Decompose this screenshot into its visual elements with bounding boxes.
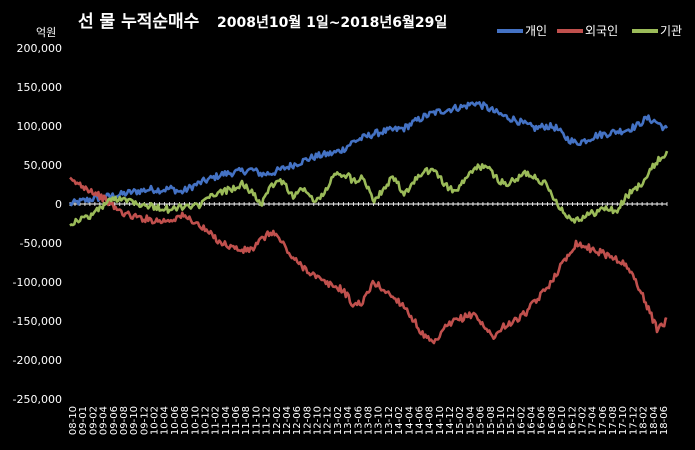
x-tick-label: 17-02 [577,406,588,435]
y-tick-label: 100,000 [17,120,63,133]
x-tick-label: 17-10 [618,406,629,435]
x-tick-label: 10-08 [180,406,191,435]
x-tick-label: 11-08 [241,406,252,435]
x-tick-label: 18-02 [639,406,650,435]
x-tick-label: 14-12 [445,406,456,435]
x-tick-label: 14-06 [414,406,425,435]
x-tick-label: 18-04 [649,406,660,435]
x-tick-label: 13-02 [333,406,344,435]
x-tick-label: 09-04 [99,406,110,435]
x-tick-label: 10-12 [200,406,211,435]
x-tick-label: 14-10 [435,406,446,435]
y-axis-label: 억원 [36,26,56,39]
x-tick-label: 16-12 [567,406,578,435]
x-tick-label: 09-02 [88,406,99,435]
x-tick-label: 13-12 [384,406,395,435]
x-tick-label: 16-04 [527,406,538,435]
x-tick-label: 14-04 [404,406,415,435]
x-tick-label: 10-06 [170,406,181,435]
x-tick-label: 09-10 [129,406,140,435]
chart-subtitle: 2008년10월 1일~2018년6월29일 [217,14,447,31]
x-tick-label: 16-06 [537,406,548,435]
x-tick-label: 17-06 [598,406,609,435]
series-line [69,176,668,345]
x-tick-label: 12-08 [302,406,313,435]
x-tick-label: 08-10 [68,406,79,435]
x-tick-label: 10-02 [150,406,161,435]
legend-label: 기관 [660,24,682,38]
x-tick-label: 15-06 [476,406,487,435]
x-axis: 08-10 09-01 09-02 09-04 09-06 09-08 09-10 09-12… [68,202,670,435]
legend-label: 개인 [525,24,547,38]
x-tick-label: 16-08 [547,406,558,435]
x-tick-label: 12-06 [292,406,303,435]
x-tick-label: 13-08 [364,406,375,435]
y-tick-label: -250,000 [13,393,62,406]
legend: 개인 외국인 기관 [497,24,682,38]
chart-title: 선 물 누적순매수 [78,12,200,32]
x-tick-label: 15-04 [465,406,476,435]
y-tick-label: -50,000 [20,237,62,250]
x-tick-label: 11-06 [231,406,242,435]
x-tick-label: 13-10 [374,406,385,435]
x-tick-label: 10-10 [190,406,201,435]
x-tick-label: 17-08 [608,406,619,435]
x-tick-label: 09-06 [109,406,120,435]
y-tick-label: 150,000 [17,81,63,94]
x-tick-label: 13-06 [353,406,364,435]
y-tick-label: 0 [55,198,62,211]
x-tick-label: 15-02 [455,406,466,435]
y-tick-label: -150,000 [13,315,62,328]
x-tick-label: 16-10 [557,406,568,435]
x-tick-label: 14-02 [394,406,405,435]
x-tick-label: 11-04 [221,406,232,435]
x-tick-label: 09-12 [139,406,150,435]
x-tick-label: 16-02 [516,406,527,435]
y-tick-label: 200,000 [17,42,63,55]
x-tick-label: 12-04 [282,406,293,435]
x-tick-label: 11-12 [262,406,273,435]
legend-label: 외국인 [585,24,618,38]
x-tick-label: 12-10 [313,406,324,435]
y-tick-label: -100,000 [13,276,62,289]
x-tick-label: 10-04 [160,406,171,435]
x-tick-label: 17-12 [628,406,639,435]
x-tick-label: 11-10 [251,406,262,435]
x-tick-label: 12-02 [272,406,283,435]
x-tick-label: 14-08 [425,406,436,435]
x-tick-label: 15-08 [486,406,497,435]
x-tick-label: 09-08 [119,406,130,435]
x-tick-label: 13-04 [343,406,354,435]
x-tick-label: 18-06 [659,406,670,435]
series-line [68,101,669,207]
y-axis: 200,000 150,000 100,000 50,000 0 -50,000 -100,… [13,42,62,406]
x-tick-label: 15-12 [506,406,517,435]
x-tick-label: 09-01 [78,406,89,435]
x-tick-label: 11-02 [211,406,222,435]
y-tick-label: 50,000 [24,159,63,172]
series-group [68,101,669,345]
series-line [69,150,669,227]
x-tick-label: 15-10 [496,406,507,435]
y-tick-label: -200,000 [13,354,62,367]
x-tick-label: 17-04 [588,406,599,435]
x-tick-label: 12-12 [323,406,334,435]
